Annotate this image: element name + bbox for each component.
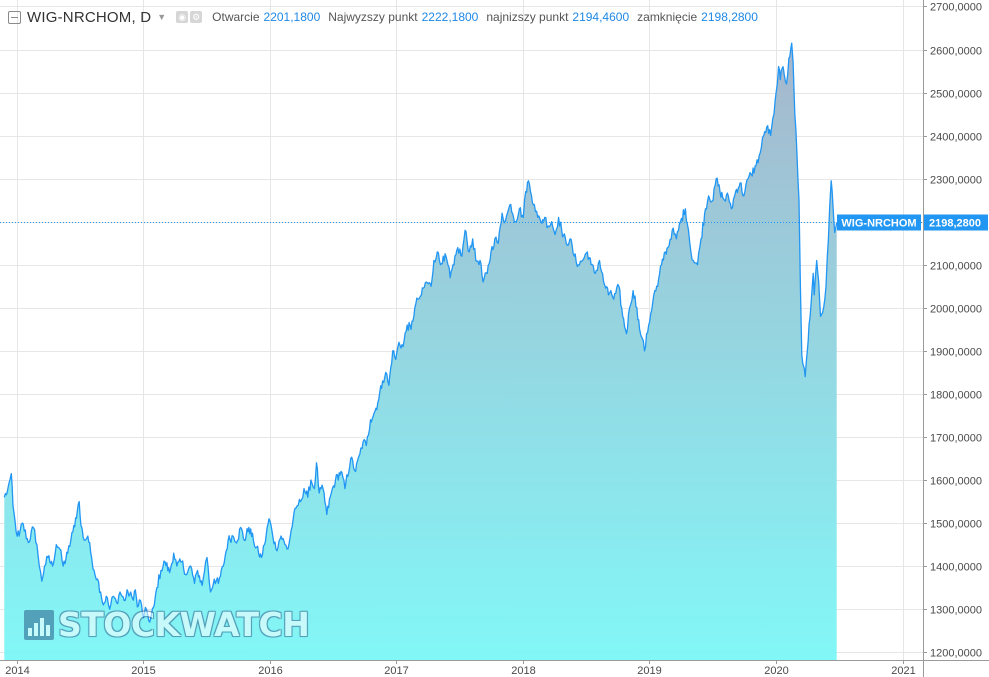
low-label: najnizszy punkt: [486, 10, 569, 24]
chevron-down-icon[interactable]: ▼: [157, 12, 167, 22]
price-tick-label: 2600,0000: [930, 46, 982, 58]
symbol-legend: WIG-NRCHOM, D ▼ ◉ ⚙ Otwarcie 2201,1800 N…: [8, 6, 766, 28]
open-label: Otwarcie: [212, 10, 260, 24]
price-tick-label: 2700,0000: [930, 2, 982, 14]
price-tick-label: 1600,0000: [930, 476, 982, 488]
price-tick-label: 1300,0000: [930, 605, 982, 617]
high-value: 2222,1800: [421, 10, 479, 24]
time-axis: 2014 2015 2016 2017 2018 2019 2020 2021: [0, 660, 989, 677]
price-tick-label: 1700,0000: [930, 433, 982, 445]
last-price-tag-label: 2198,2800: [929, 218, 981, 230]
price-tick-label: 1800,0000: [930, 390, 982, 402]
price-tick-label: 2300,0000: [930, 175, 982, 187]
series-area-fill: [4, 43, 837, 661]
time-tick-label: 2018: [511, 665, 535, 677]
price-tick-label: 1500,0000: [930, 519, 982, 531]
time-tick-label: 2019: [637, 665, 661, 677]
price-tick-label: 1400,0000: [930, 562, 982, 574]
price-tick-label: 2500,0000: [930, 89, 982, 101]
time-tick-label: 2016: [258, 665, 282, 677]
price-tick-label: 2000,0000: [930, 304, 982, 316]
price-tick-label: 1200,0000: [930, 648, 982, 660]
series-name-tag: [837, 214, 921, 231]
time-tick-label: 2017: [384, 665, 408, 677]
time-tick-label: 2015: [131, 665, 155, 677]
series-line: [3, 42, 838, 623]
time-tick-label: 2020: [764, 665, 788, 677]
watermark-text: STOCKWATCH: [58, 605, 310, 644]
low-value: 2194,4600: [572, 10, 630, 24]
close-label: zamknięcie: [637, 10, 698, 24]
series-name-tag-label: WIG-NRCHOM: [841, 218, 916, 230]
price-axis: 1200,0000 1300,0000 1400,0000 1500,0000 1600…: [923, 0, 982, 677]
collapse-icon[interactable]: [8, 10, 21, 24]
price-tick-label: 2100,0000: [930, 261, 982, 273]
chart-area-layer: [3, 42, 838, 661]
close-value: 2198,2800: [701, 10, 758, 24]
settings-icon[interactable]: ⚙: [190, 11, 203, 23]
time-tick-label: 2021: [891, 665, 915, 677]
time-tick-label: 2014: [5, 665, 29, 677]
bar-chart-logo-icon: [24, 609, 54, 640]
visibility-icon[interactable]: ◉: [176, 11, 189, 23]
last-value-marker: WIG-NRCHOM 2198,2800: [0, 214, 988, 231]
high-label: Najwyzszy punkt: [328, 10, 418, 24]
open-value: 2201,1800: [263, 10, 321, 24]
symbol-title[interactable]: WIG-NRCHOM, D: [27, 8, 152, 26]
price-tick-label: 2400,0000: [930, 132, 982, 144]
stockwatch-watermark: STOCKWATCH: [24, 605, 310, 644]
price-tick-label: 1900,0000: [930, 347, 982, 359]
last-price-tag: [924, 214, 988, 231]
